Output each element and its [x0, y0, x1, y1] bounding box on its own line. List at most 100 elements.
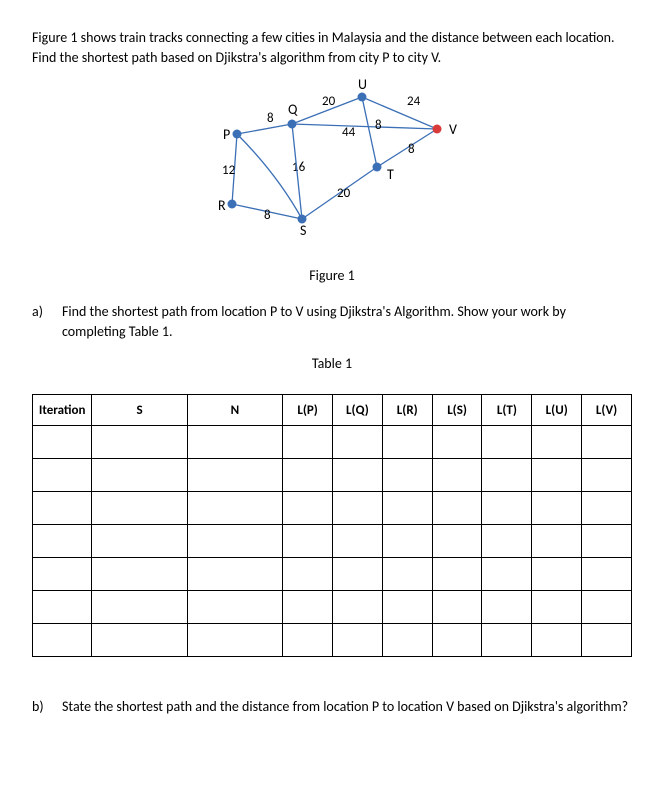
table-row	[33, 426, 632, 459]
table-cell	[532, 525, 582, 558]
table-cell	[432, 591, 482, 624]
edge-U-V	[362, 97, 437, 129]
table-cell	[532, 558, 582, 591]
table-cell	[333, 525, 383, 558]
table-cell	[382, 426, 432, 459]
graph-svg: 8121620442488208PQUVTSR	[182, 79, 482, 259]
table-cell	[582, 492, 632, 525]
edge-P-S	[237, 134, 302, 219]
node-label-R: R	[218, 197, 226, 214]
table-header-7: L(T)	[482, 395, 532, 426]
table-row	[33, 624, 632, 657]
table-cell	[33, 558, 92, 591]
table-cell	[92, 492, 187, 525]
table-cell	[382, 591, 432, 624]
table-header-9: L(V)	[582, 395, 632, 426]
question-b-text: State the shortest path and the distance…	[62, 697, 632, 717]
table-cell	[33, 591, 92, 624]
table-row	[33, 591, 632, 624]
table-cell	[432, 525, 482, 558]
node-label-V: V	[449, 121, 457, 138]
table-cell	[333, 591, 383, 624]
table-cell	[582, 591, 632, 624]
edge-weight-P-S: 16	[292, 160, 306, 175]
table-cell	[187, 459, 282, 492]
node-R	[228, 200, 237, 209]
table-cell	[33, 459, 92, 492]
table-cell	[333, 492, 383, 525]
node-U	[358, 93, 367, 102]
table-row	[33, 492, 632, 525]
table-cell	[283, 558, 333, 591]
question-a: a) Find the shortest path from location …	[32, 302, 632, 341]
table-cell	[582, 459, 632, 492]
table-cell	[333, 426, 383, 459]
table-header-8: L(U)	[532, 395, 582, 426]
question-a-text: Find the shortest path from location P t…	[62, 302, 632, 341]
table-cell	[92, 426, 187, 459]
table-header-1: S	[92, 395, 187, 426]
table-cell	[333, 558, 383, 591]
figure-caption: Figure 1	[32, 267, 632, 284]
intro-text: Figure 1 shows train tracks connecting a…	[32, 28, 632, 67]
node-label-P: P	[223, 126, 230, 143]
table-cell	[333, 459, 383, 492]
table-cell	[283, 525, 333, 558]
edge-weight-P-R: 12	[222, 163, 236, 178]
table-cell	[187, 591, 282, 624]
table-title: Table 1	[32, 355, 632, 372]
table-header-3: L(P)	[283, 395, 333, 426]
question-b-label: b)	[32, 697, 62, 717]
table-cell	[187, 426, 282, 459]
node-T	[373, 163, 382, 172]
edge-P-Q	[237, 124, 292, 134]
table-cell	[532, 459, 582, 492]
node-label-S: S	[300, 222, 306, 239]
table-cell	[283, 459, 333, 492]
table-row	[33, 459, 632, 492]
node-label-Q: Q	[288, 101, 298, 118]
table-row	[33, 525, 632, 558]
table-row	[33, 558, 632, 591]
table-cell	[432, 426, 482, 459]
node-P	[233, 130, 242, 139]
table-cell	[382, 492, 432, 525]
edge-weight-R-S: 8	[264, 208, 271, 223]
question-b: b) State the shortest path and the dista…	[32, 697, 632, 717]
node-label-U: U	[358, 79, 367, 93]
node-label-T: T	[387, 166, 394, 183]
table-cell	[432, 492, 482, 525]
table-cell	[582, 624, 632, 657]
table-cell	[92, 525, 187, 558]
figure-1: 8121620442488208PQUVTSR	[32, 79, 632, 259]
table-cell	[283, 624, 333, 657]
table-cell	[92, 624, 187, 657]
edge-weight-S-T: 20	[337, 186, 351, 201]
edge-weight-U-T: 8	[375, 118, 382, 133]
table-cell	[482, 624, 532, 657]
edge-weight-P-Q: 8	[267, 111, 274, 126]
table-cell	[187, 525, 282, 558]
table-cell	[283, 492, 333, 525]
table-cell	[382, 459, 432, 492]
table-cell	[482, 492, 532, 525]
table-cell	[187, 624, 282, 657]
question-a-label: a)	[32, 302, 62, 322]
table-cell	[432, 558, 482, 591]
node-Q	[288, 120, 297, 129]
table-cell	[582, 426, 632, 459]
table-cell	[532, 591, 582, 624]
table-cell	[482, 426, 532, 459]
table-cell	[33, 492, 92, 525]
table-header-6: L(S)	[432, 395, 482, 426]
table-cell	[382, 525, 432, 558]
table-cell	[33, 525, 92, 558]
node-V	[433, 125, 442, 134]
table-cell	[33, 426, 92, 459]
table-cell	[482, 591, 532, 624]
table-cell	[283, 591, 333, 624]
table-cell	[283, 426, 333, 459]
table-cell	[532, 426, 582, 459]
table-header-row: IterationSNL(P)L(Q)L(R)L(S)L(T)L(U)L(V)	[33, 395, 632, 426]
table-cell	[333, 624, 383, 657]
